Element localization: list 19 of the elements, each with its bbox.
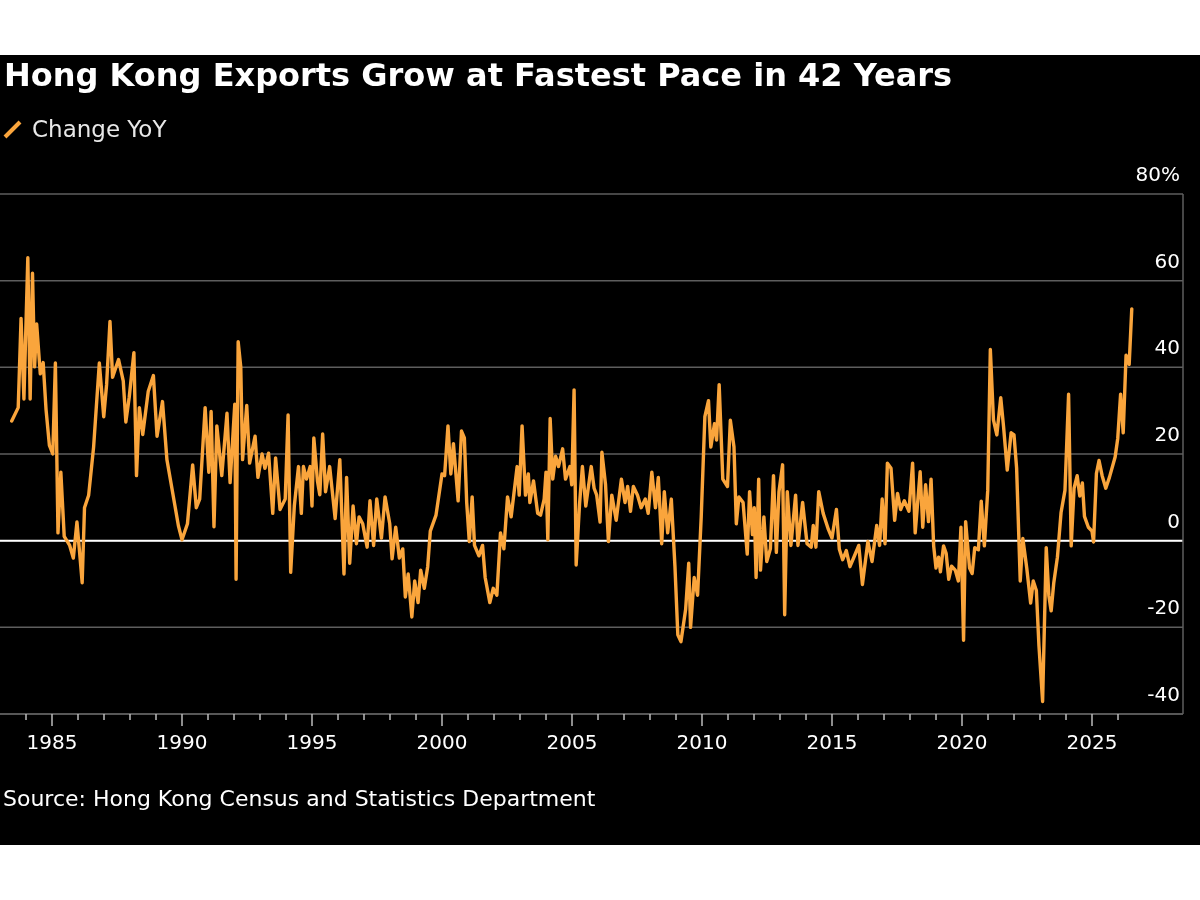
x-tick-label: 1990 [156,730,208,754]
y-tick-label: 80% [1135,162,1180,186]
x-tick-label: 2020 [936,730,988,754]
x-tick-label: 1985 [26,730,78,754]
x-tick-label: 1995 [286,730,338,754]
x-tick-label: 2010 [676,730,728,754]
y-tick-label: -20 [1147,595,1180,620]
y-tick-label: 0 [1167,508,1180,533]
chart-title: Hong Kong Exports Grow at Fastest Pace in 42 Years [4,55,953,95]
x-tick-label: 2015 [806,730,858,754]
x-tick-label: 2025 [1066,730,1118,754]
legend-label: Change YoY [32,115,167,144]
y-tick-label: 40 [1154,335,1180,360]
x-tick-label: 2000 [416,730,468,754]
y-tick-label: 20 [1154,422,1180,446]
y-tick-label: -40 [1147,682,1180,706]
x-tick-label: 2005 [546,730,598,754]
y-tick-label: 60 [1154,248,1180,273]
source-note: Source: Hong Kong Census and Statistics Department [3,785,596,813]
